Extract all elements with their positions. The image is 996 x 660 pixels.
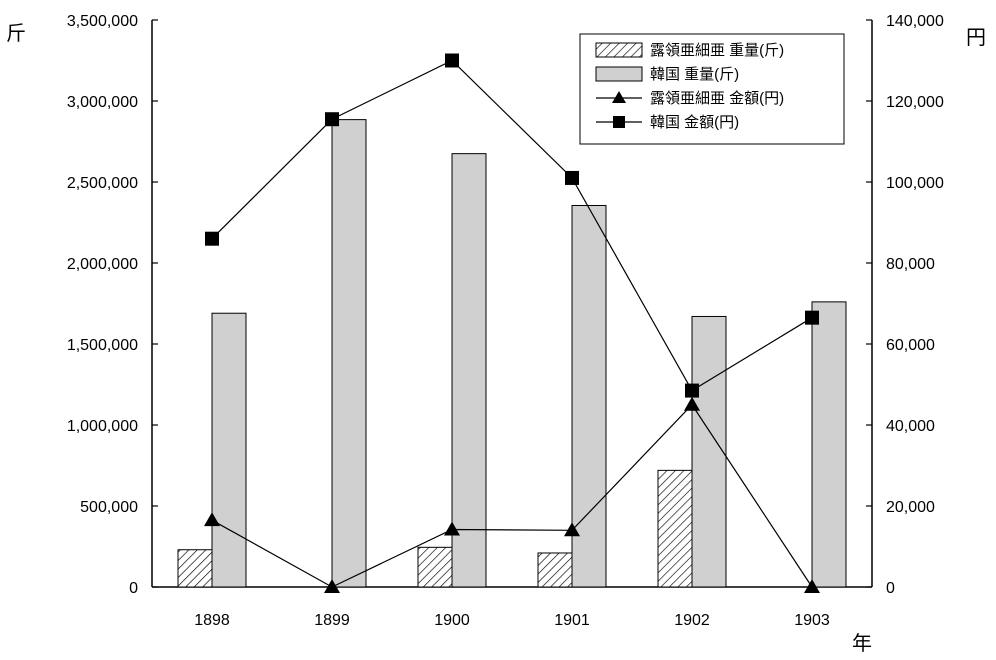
triangle-marker: [204, 512, 220, 527]
legend-triangle-marker: [612, 91, 626, 103]
legend: 露領亜細亜 重量(斤) 韓国 重量(斤) 露領亜細亜 金額(円) 韓国 金額(円): [579, 33, 845, 145]
right-tick-label: 0: [886, 580, 895, 597]
legend-label: 露領亜細亜 金額(円): [650, 90, 784, 107]
right-unit-label: 円: [966, 27, 986, 49]
bar-korea-weight: [571, 204, 607, 588]
left-tick-label: 2,000,000: [67, 256, 138, 273]
right-tick-label: 40,000: [886, 418, 935, 435]
bar-russia-weight: [657, 469, 693, 588]
square-marker: [805, 310, 819, 325]
x-unit-label: 年: [852, 632, 872, 655]
bar-korea-weight: [811, 301, 847, 588]
right-tick-label: 60,000: [886, 337, 935, 354]
x-tick-label: 1902: [674, 612, 710, 629]
legend-label: 露領亜細亜 重量(斤): [650, 42, 784, 59]
line-russia-amount: [211, 403, 813, 588]
bar-korea-weight: [691, 315, 727, 588]
right-tick-label: 120,000: [886, 94, 944, 111]
left-tick-label: 500,000: [80, 499, 138, 516]
legend-swatch-bar: [595, 66, 643, 82]
x-tick-label: 1900: [434, 612, 470, 629]
legend-label: 韓国 金額(円): [650, 114, 739, 131]
triangle-marker: [684, 396, 700, 411]
left-tick-label: 1,000,000: [67, 418, 138, 435]
x-tick-label: 1903: [794, 612, 830, 629]
square-marker: [325, 112, 339, 127]
bar-russia-weight: [537, 552, 573, 588]
left-tick-label: 2,500,000: [67, 175, 138, 192]
x-tick-label: 1901: [554, 612, 590, 629]
line-korea-amount: [211, 59, 813, 392]
bar-korea-weight: [211, 312, 247, 588]
right-tick-label: 80,000: [886, 256, 935, 273]
square-marker: [445, 53, 459, 68]
bar-russia-weight: [417, 546, 453, 588]
bar-korea-weight: [331, 119, 367, 588]
right-tick-label: 100,000: [886, 175, 944, 192]
bar-russia-weight: [177, 549, 213, 588]
legend-label: 韓国 重量(斤): [650, 66, 739, 83]
left-tick-label: 3,000,000: [67, 94, 138, 111]
triangle-marker: [324, 579, 340, 593]
left-unit-label: 斤: [6, 22, 26, 45]
bar-korea-weight: [451, 153, 487, 588]
triangle-marker: [564, 522, 580, 537]
legend-swatch-bar: [595, 42, 643, 58]
square-marker: [205, 231, 219, 246]
square-marker: [565, 170, 579, 185]
right-tick-label: 140,000: [886, 13, 944, 30]
triangle-marker: [444, 521, 460, 536]
square-marker: [685, 383, 699, 398]
x-tick-label: 1898: [194, 612, 230, 629]
legend-square-marker: [613, 116, 625, 128]
left-tick-label: 0: [129, 580, 138, 597]
x-tick-label: 1899: [314, 612, 350, 629]
left-tick-label: 3,500,000: [67, 13, 138, 30]
left-tick-label: 1,500,000: [67, 337, 138, 354]
right-tick-label: 20,000: [886, 499, 935, 516]
triangle-marker: [804, 579, 820, 593]
